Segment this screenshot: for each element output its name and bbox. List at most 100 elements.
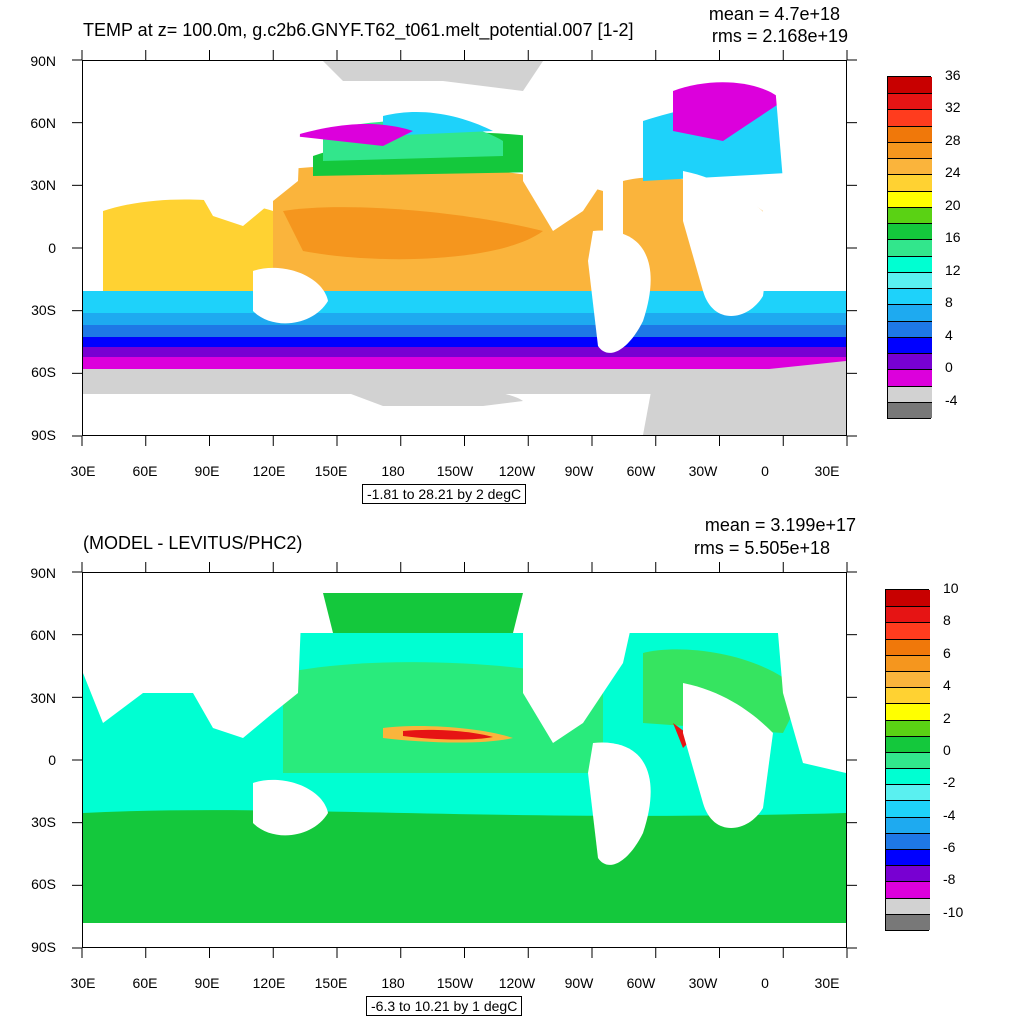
lon-label: 150E <box>314 463 348 479</box>
colorbar-segment <box>888 239 932 256</box>
colorbar-segment <box>886 913 930 930</box>
colorbar-label: 24 <box>945 164 961 181</box>
colorbar-segment <box>886 622 930 639</box>
colorbar-label: 8 <box>945 294 953 311</box>
colorbar-segment <box>886 800 930 817</box>
lon-label: 30E <box>70 463 96 479</box>
colorbar-label: 12 <box>945 261 961 278</box>
lon-label: 120E <box>252 463 286 479</box>
panel-1-rms: rms = 2.168e+19 <box>711 26 848 46</box>
panel-1-colorbar <box>887 76 932 419</box>
panel-1-map <box>83 61 846 435</box>
colorbar-label: 16 <box>945 229 961 246</box>
lat-label-60s: 60S <box>31 364 56 380</box>
colorbar-label: 4 <box>945 326 953 343</box>
panel-1-range-box: -1.81 to 28.21 by 2 degC <box>362 484 527 504</box>
colorbar-label: 0 <box>945 359 953 376</box>
colorbar-segment <box>888 158 932 175</box>
colorbar-segment <box>888 288 932 305</box>
lon-label: 150E <box>314 975 348 991</box>
colorbar-segment <box>886 606 930 623</box>
panel-2-mean: mean = 3.199e+17 <box>704 515 856 535</box>
lon-label: 180 <box>381 463 405 479</box>
colorbar-label: 10 <box>943 580 959 596</box>
colorbar-segment <box>886 897 930 914</box>
colorbar-label: -8 <box>943 871 956 888</box>
lon-label: 90W <box>564 463 594 479</box>
colorbar-segment <box>886 638 930 655</box>
colorbar-segment <box>888 271 932 289</box>
lon-label: 30E <box>814 463 840 479</box>
lon-label: 150W <box>436 463 474 479</box>
lon-label: 150W <box>436 975 474 991</box>
colorbar-segment <box>888 304 932 321</box>
colorbar-label: 8 <box>943 612 951 629</box>
lon-label: 60E <box>132 975 158 991</box>
colorbar-segment <box>886 687 930 704</box>
colorbar-segment <box>886 719 930 736</box>
lon-label: 30E <box>70 975 96 991</box>
colorbar-label: 32 <box>945 99 961 116</box>
colorbar-segment <box>888 385 932 402</box>
colorbar-segment <box>888 353 932 370</box>
colorbar-label: -10 <box>943 903 964 920</box>
colorbar-segment <box>888 190 932 207</box>
colorbar-segment <box>888 93 932 110</box>
lat-label-0: 0 <box>48 240 56 256</box>
panel-2-title: (MODEL - LEVITUS/PHC2) <box>83 533 303 553</box>
colorbar-label: -4 <box>943 806 956 823</box>
colorbar-label: 0 <box>943 741 951 758</box>
lat-label-90n: 90N <box>30 565 56 581</box>
lat-label-90s: 90S <box>31 939 56 955</box>
lon-label: 0 <box>761 463 769 479</box>
colorbar-segment <box>888 141 932 159</box>
colorbar-segment <box>888 109 932 126</box>
lon-label: 120W <box>498 975 536 991</box>
lat-label-60n: 60N <box>30 627 56 643</box>
lon-label: 180 <box>381 975 405 991</box>
colorbar-segment <box>888 125 932 142</box>
panel-1-title: TEMP at z= 100.0m, g.c2b6.GNYF.T62_t061.… <box>83 20 634 40</box>
colorbar-label: 6 <box>943 644 951 661</box>
colorbar-segment <box>886 703 930 720</box>
colorbar-label: -4 <box>945 391 958 408</box>
colorbar-segment <box>886 784 930 801</box>
colorbar-segment <box>888 255 932 272</box>
lon-label: 60W <box>626 463 656 479</box>
lat-label-60s: 60S <box>31 876 56 892</box>
panel-2-map-frame <box>82 572 847 948</box>
colorbar-segment <box>888 174 932 191</box>
lat-label-90s: 90S <box>31 427 56 443</box>
panel-2-range-box: -6.3 to 10.21 by 1 degC <box>366 996 523 1016</box>
lat-label-90n: 90N <box>30 53 56 69</box>
colorbar-segment <box>888 77 932 94</box>
lon-label: 120E <box>252 975 286 991</box>
panel-1-map-frame <box>82 60 847 436</box>
colorbar-segment <box>886 865 930 882</box>
colorbar-segment <box>888 206 932 224</box>
lon-label: 60W <box>626 975 656 991</box>
colorbar-segment <box>886 881 930 898</box>
colorbar-segment <box>888 336 932 354</box>
lat-label-30n: 30N <box>30 177 56 193</box>
lat-label-30s: 30S <box>31 302 56 318</box>
colorbar-label: 28 <box>945 131 961 148</box>
lat-label-0: 0 <box>48 752 56 768</box>
panel-1-mean: mean = 4.7e+18 <box>708 4 840 24</box>
colorbar-segment <box>888 401 932 418</box>
lon-label: 30E <box>814 975 840 991</box>
panel-2-map <box>83 573 846 947</box>
colorbar-segment <box>888 223 932 240</box>
colorbar-segment <box>886 590 930 607</box>
colorbar-segment <box>886 768 930 785</box>
colorbar-label: 36 <box>945 67 961 83</box>
panel-2-rms: rms = 5.505e+18 <box>693 538 830 558</box>
lon-label: 90E <box>194 463 220 479</box>
colorbar-segment <box>888 369 932 386</box>
colorbar-label: 4 <box>943 677 951 694</box>
lon-label: 120W <box>498 463 536 479</box>
lat-label-60n: 60N <box>30 115 56 131</box>
lon-label: 60E <box>132 463 158 479</box>
colorbar-label: -2 <box>943 774 956 791</box>
colorbar-segment <box>888 320 932 337</box>
